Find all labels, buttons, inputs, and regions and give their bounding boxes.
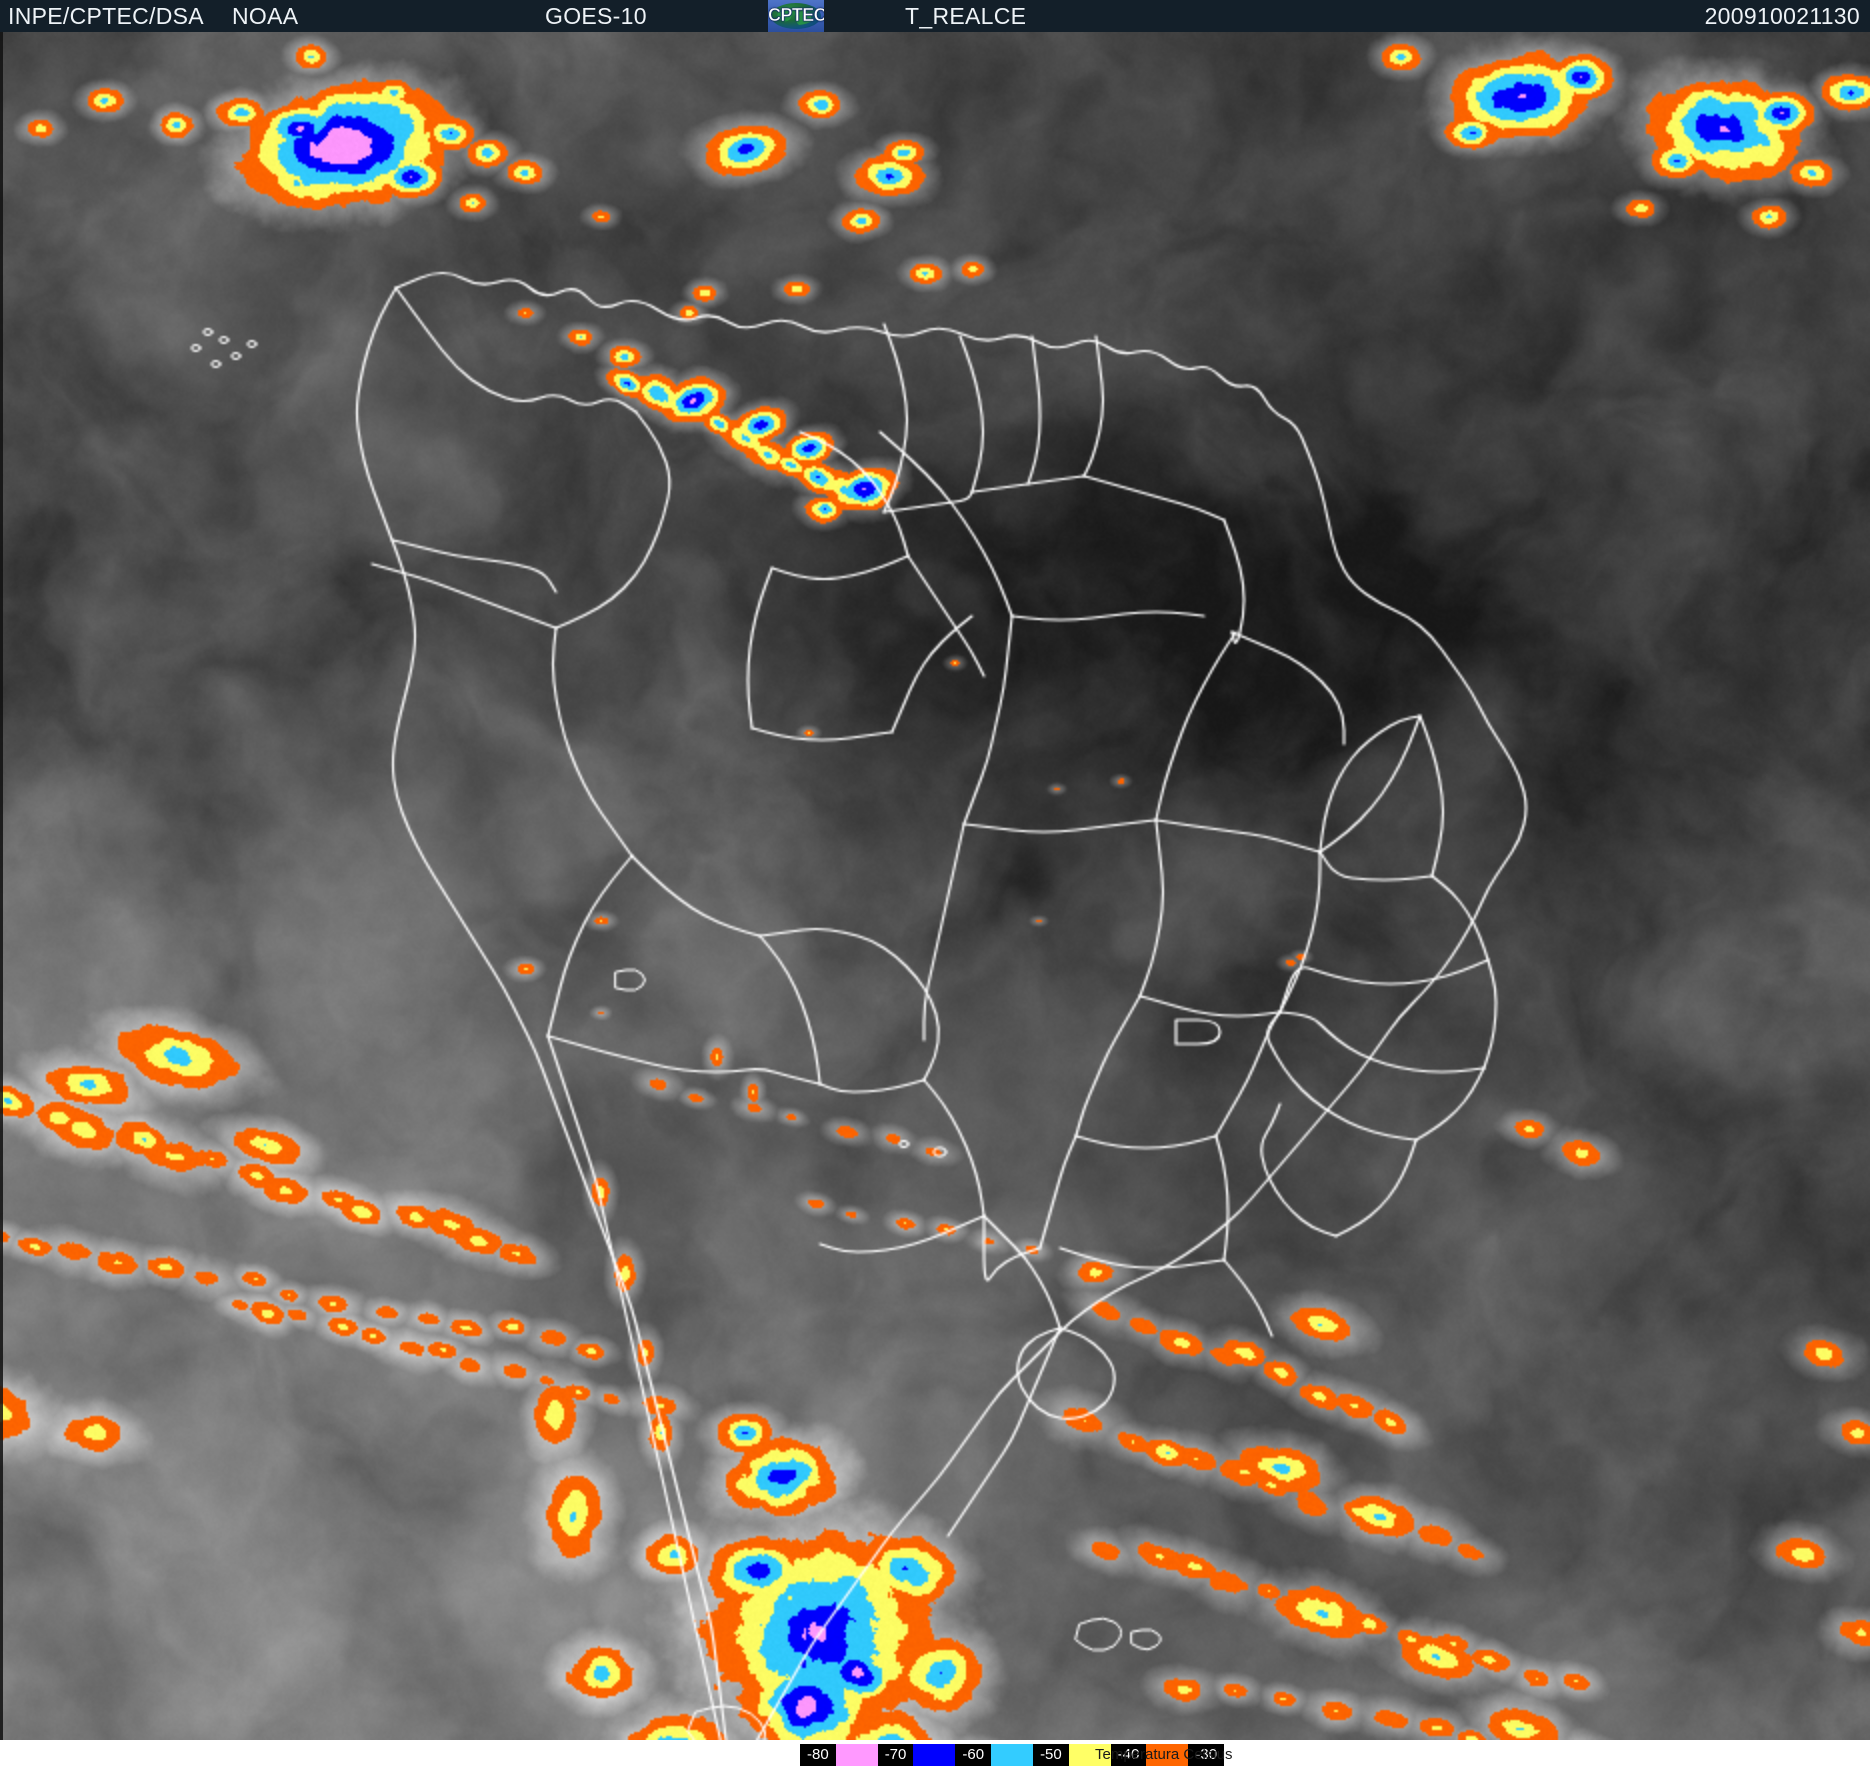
legend-scale: -80 -70 -60 -50 -40 -30 [800,1744,1225,1766]
satellite-image-canvas [0,32,1870,1770]
header-product: T_REALCE [905,3,1027,29]
legend-caption: Temperatura Celsius [1095,1746,1233,1763]
cptec-logo-label: CPTEC [768,5,824,26]
legend-color-swatch [913,1744,956,1766]
header-timestamp: 200910021130 [1704,3,1860,29]
satellite-imagery-panel [0,32,1870,1770]
legend-color-swatch [1068,1744,1111,1766]
legend-tick-label: -70 [877,1744,914,1766]
legend-tick-label: -80 [800,1744,836,1766]
header-satellite: GOES-10 [545,3,647,29]
legend-color-swatch [1146,1744,1189,1766]
cptec-logo-icon: CPTEC [768,0,824,32]
temperature-legend: -80 -70 -60 -50 -40 -30 Temperatura Celsius [0,1740,1870,1770]
legend-color-swatch [835,1744,878,1766]
header-bar: INPE/CPTEC/DSA NOAA GOES-10 CPTEC T_REAL… [0,0,1870,32]
legend-tick-label: -50 [1033,1744,1069,1766]
header-institute: INPE/CPTEC/DSA [8,3,204,29]
legend-tick-label: -60 [955,1744,992,1766]
legend-color-swatch [991,1744,1034,1766]
legend-tick-label: -30 [1188,1744,1225,1766]
header-agency: NOAA [232,3,299,29]
globe-icon [771,3,821,29]
legend-tick-label: -40 [1110,1744,1147,1766]
